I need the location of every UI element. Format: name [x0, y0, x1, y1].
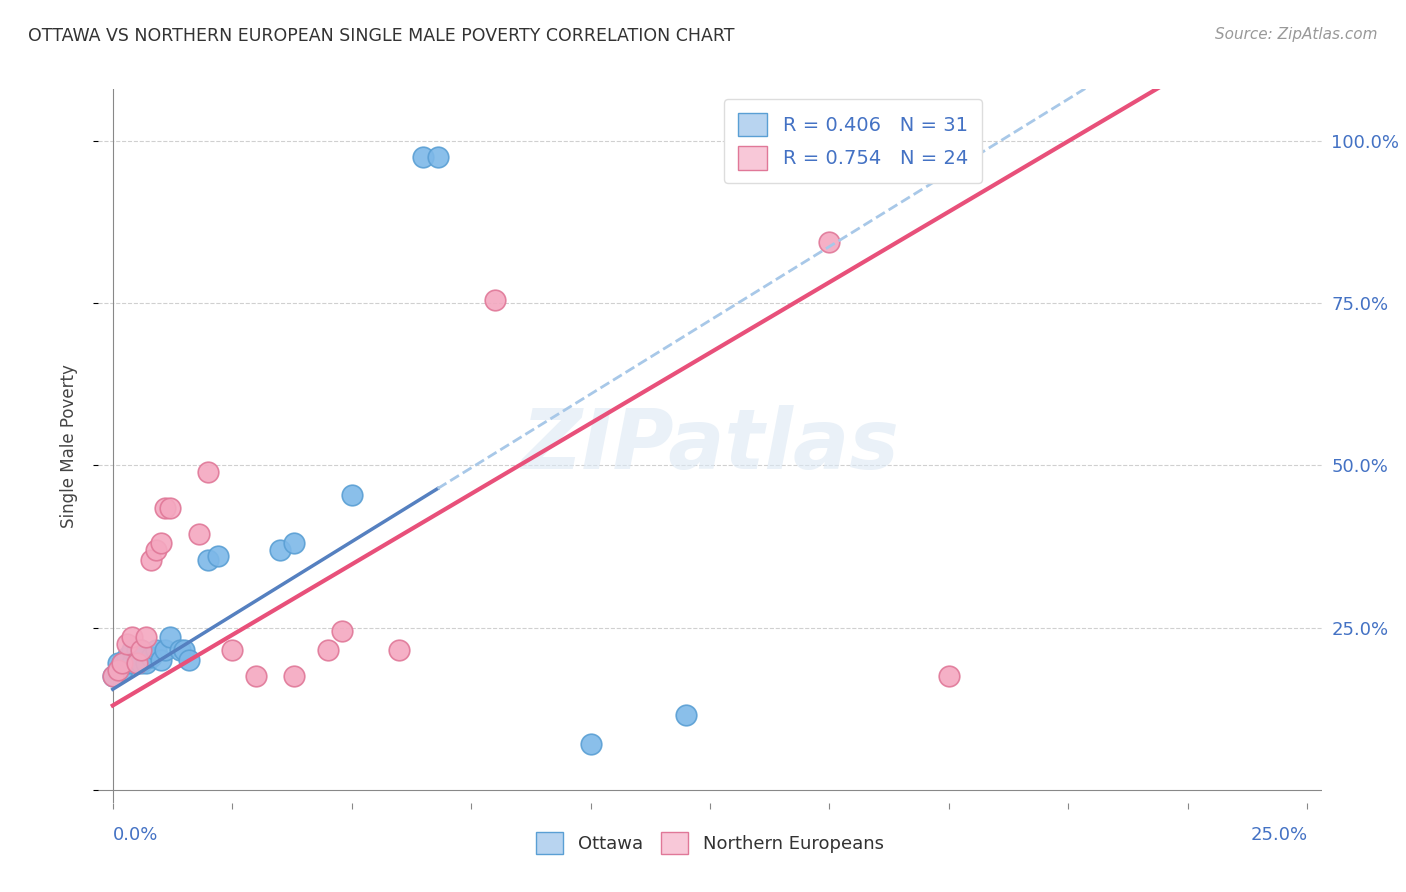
Point: [145, 643, 167, 657]
Point: [131, 643, 153, 657]
Point: [121, 631, 143, 645]
Point: [107, 663, 129, 677]
Point: [101, 669, 124, 683]
Point: [135, 657, 157, 671]
Point: [155, 643, 177, 657]
Point: [197, 465, 219, 479]
Point: [139, 552, 162, 566]
Point: [125, 657, 148, 671]
Point: [107, 663, 129, 677]
Text: 25.0%: 25.0%: [1250, 825, 1308, 844]
Point: [107, 657, 129, 671]
Point: [125, 649, 148, 664]
Point: [675, 708, 697, 723]
Point: [187, 526, 209, 541]
Point: [121, 657, 143, 671]
Point: [101, 669, 124, 683]
Point: [245, 669, 267, 683]
Point: [269, 542, 291, 557]
Point: [111, 657, 134, 671]
Point: [169, 643, 191, 657]
Point: [340, 488, 363, 502]
Point: [135, 631, 157, 645]
Point: [155, 500, 177, 515]
Point: [197, 552, 219, 566]
Point: [159, 631, 181, 645]
Text: 0.0%: 0.0%: [112, 825, 157, 844]
Point: [159, 500, 181, 515]
Point: [115, 649, 138, 664]
Point: [179, 653, 201, 667]
Point: [283, 669, 305, 683]
Point: [484, 293, 506, 307]
Point: [149, 536, 172, 550]
Point: [115, 657, 138, 671]
Point: [149, 653, 172, 667]
Point: [426, 150, 449, 164]
Text: ZIPatlas: ZIPatlas: [522, 406, 898, 486]
Point: [221, 643, 243, 657]
Y-axis label: Single Male Poverty: Single Male Poverty: [59, 364, 77, 528]
Point: [316, 643, 339, 657]
Point: [283, 536, 305, 550]
Point: [115, 637, 138, 651]
Point: [131, 643, 153, 657]
Point: [412, 150, 434, 164]
Point: [818, 235, 841, 249]
Legend: Ottawa, Northern Europeans: Ottawa, Northern Europeans: [529, 825, 891, 862]
Point: [131, 657, 153, 671]
Point: [111, 657, 134, 671]
Point: [938, 669, 960, 683]
Text: OTTAWA VS NORTHERN EUROPEAN SINGLE MALE POVERTY CORRELATION CHART: OTTAWA VS NORTHERN EUROPEAN SINGLE MALE …: [28, 27, 734, 45]
Point: [145, 542, 167, 557]
Point: [121, 643, 143, 657]
Point: [207, 549, 229, 564]
Point: [111, 663, 134, 677]
Point: [173, 643, 195, 657]
Point: [388, 643, 411, 657]
Point: [125, 643, 148, 657]
Point: [579, 738, 602, 752]
Point: [330, 624, 353, 638]
Text: Source: ZipAtlas.com: Source: ZipAtlas.com: [1215, 27, 1378, 42]
Point: [139, 649, 162, 664]
